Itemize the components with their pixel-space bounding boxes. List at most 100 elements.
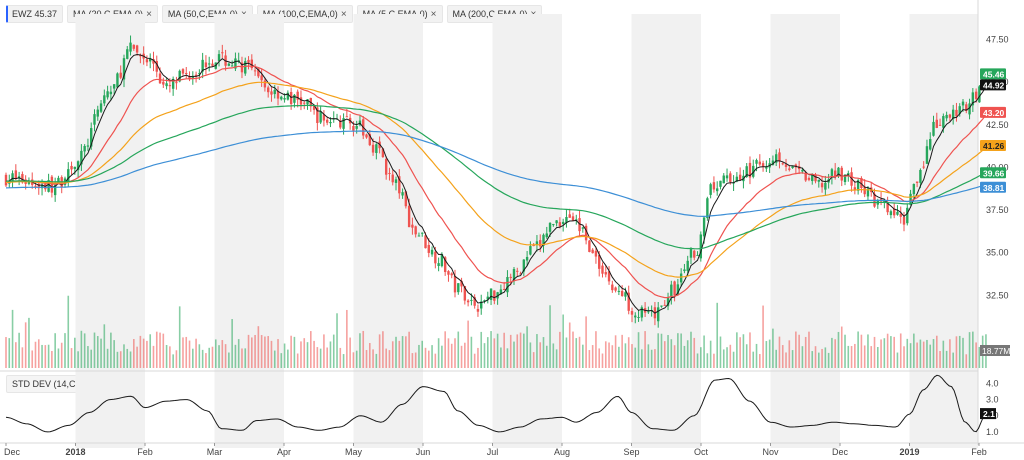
volume-bar: [814, 346, 817, 368]
volume-bar: [368, 343, 371, 368]
candle-body: [778, 152, 781, 162]
volume-bar: [913, 333, 915, 368]
candle-body: [860, 178, 863, 189]
volume-bar: [90, 349, 93, 368]
price-tick-label: 47.50: [986, 35, 1009, 45]
candle-body: [929, 139, 932, 150]
price-tick-label: 35.00: [986, 248, 1009, 258]
volume-bar: [47, 344, 50, 368]
volume-bar: [162, 333, 165, 368]
volume-bar: [795, 331, 797, 368]
volume-bar: [264, 336, 266, 368]
close-icon[interactable]: ×: [340, 8, 347, 20]
candle-body: [165, 83, 168, 87]
candle-body: [663, 304, 666, 306]
candle-body: [788, 168, 791, 170]
volume-bar: [385, 348, 387, 368]
candle-body: [211, 63, 214, 66]
volume-bar: [287, 349, 289, 368]
candle-body: [958, 106, 961, 114]
candle-body: [529, 246, 532, 255]
candle-body: [93, 114, 96, 125]
volume-bar: [798, 334, 800, 368]
candle-body: [188, 76, 191, 80]
candle-body: [76, 161, 80, 171]
time-tick-label: Feb: [971, 447, 987, 457]
candle-body: [398, 176, 401, 194]
volume-bar: [70, 348, 73, 368]
volume-bar: [745, 344, 748, 368]
candle-body: [201, 59, 204, 72]
candle-body: [951, 109, 955, 119]
close-icon[interactable]: ×: [430, 8, 437, 20]
volume-bar: [110, 332, 112, 368]
candle-body: [457, 283, 460, 293]
time-tick-label: Sep: [623, 447, 639, 457]
candle-body: [135, 45, 139, 53]
candle-body: [630, 311, 634, 315]
candle-body: [427, 244, 430, 253]
volume-bar: [270, 340, 273, 368]
volume-bar: [831, 337, 833, 368]
volume-bar: [958, 335, 961, 368]
volume-bar: [801, 346, 804, 368]
candle-body: [561, 221, 565, 225]
candle-body: [974, 91, 978, 99]
candle-body: [417, 235, 421, 237]
volume-bar: [139, 335, 142, 368]
candle-body: [208, 63, 211, 65]
volume-bar: [310, 331, 312, 368]
candle-body: [401, 192, 404, 196]
volume-bar: [608, 342, 610, 368]
candle-body: [817, 179, 821, 182]
volume-bar: [624, 343, 627, 368]
volume-bar: [241, 348, 243, 368]
candle-body: [748, 162, 752, 178]
volume-bar: [883, 338, 886, 368]
candle-body: [253, 70, 257, 72]
volume-bar: [267, 336, 269, 368]
volume-bar: [326, 347, 328, 368]
candle-body: [925, 146, 929, 164]
candle-body: [381, 148, 385, 157]
volume-bar: [899, 333, 902, 368]
volume-bar: [21, 347, 24, 368]
volume-bar: [319, 348, 322, 368]
candle-body: [198, 73, 201, 75]
volume-bar: [641, 349, 643, 368]
candle-body: [443, 257, 447, 272]
candle-body: [866, 188, 870, 197]
volume-bar: [290, 335, 292, 368]
volume-bar: [732, 351, 735, 368]
volume-bar: [549, 305, 551, 368]
candle-body: [922, 166, 925, 168]
volume-bar: [362, 330, 365, 368]
candle-body: [371, 144, 375, 153]
volume-bar: [391, 341, 394, 368]
candle-body: [588, 240, 591, 252]
legend-symbol[interactable]: EWZ 45.37: [6, 5, 64, 23]
close-icon[interactable]: ×: [146, 8, 152, 20]
candle-body: [670, 284, 673, 298]
volume-bar: [149, 334, 152, 368]
volume-bar: [952, 352, 954, 368]
volume-bar: [57, 348, 60, 368]
candle-body: [453, 275, 457, 293]
candle-body: [394, 179, 398, 183]
candle-body: [686, 260, 689, 271]
volume-bar: [96, 336, 99, 368]
candle-body: [116, 73, 119, 88]
candle-body: [244, 61, 247, 74]
volume-bar: [470, 336, 473, 368]
volume-bar: [251, 337, 253, 368]
volume-bar: [532, 352, 535, 368]
volume-bar: [336, 313, 338, 368]
candle-body: [552, 224, 555, 226]
candle-body: [932, 121, 935, 136]
time-tick-label: Nov: [762, 447, 779, 457]
candle-body: [447, 271, 450, 275]
volume-bar: [247, 334, 250, 368]
candle-body: [955, 109, 958, 117]
candle-body: [119, 72, 122, 78]
